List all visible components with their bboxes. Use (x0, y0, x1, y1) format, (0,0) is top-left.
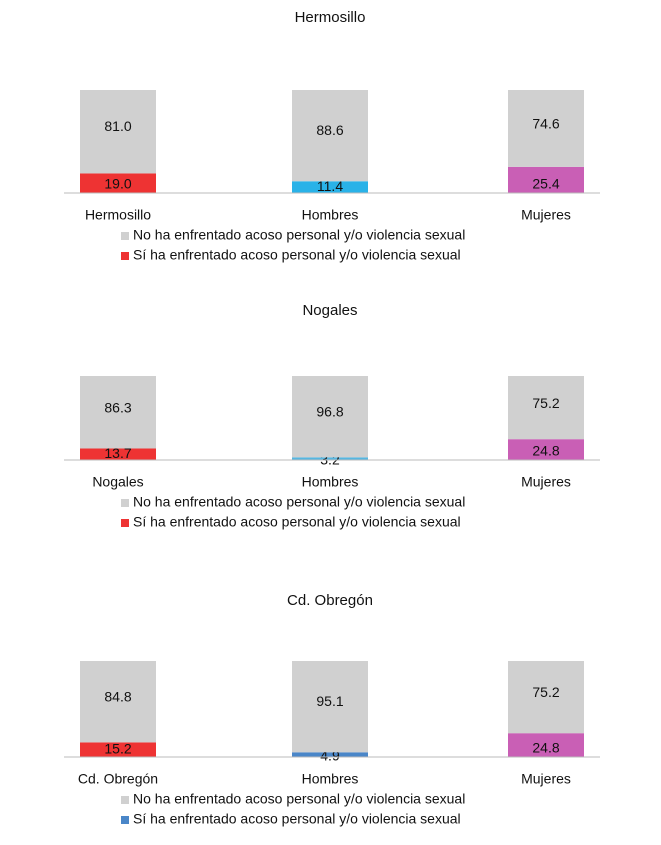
legend-swatch (121, 499, 129, 507)
legend-swatch (121, 796, 129, 804)
data-label: 11.4 (317, 178, 343, 194)
bar-segment (508, 733, 584, 757)
legend-label: No ha enfrentado acoso personal y/o viol… (133, 791, 465, 807)
data-label: 81.0 (104, 118, 131, 134)
bar-segment (508, 90, 584, 167)
bar-segment (292, 90, 368, 182)
data-label: 88.6 (316, 122, 343, 138)
data-label: 24.8 (532, 740, 559, 756)
x-tick-label: Hombres (302, 771, 359, 787)
data-label: 96.8 (316, 403, 343, 419)
bar-segment (508, 376, 584, 440)
legend-label: No ha enfrentado acoso personal y/o viol… (133, 494, 465, 510)
bar-segment (508, 166, 584, 193)
data-label: 24.8 (532, 443, 559, 459)
bar-segment (292, 457, 368, 460)
data-label: 74.6 (532, 115, 559, 131)
bar-segment (292, 181, 368, 193)
bar-segment (508, 439, 584, 460)
data-label: 86.3 (104, 399, 131, 415)
x-tick-label: Mujeres (521, 207, 571, 223)
data-label: 15.2 (104, 740, 131, 756)
legend-label: No ha enfrentado acoso personal y/o viol… (133, 227, 465, 243)
bar-segment (80, 448, 156, 460)
data-label: 75.2 (532, 395, 559, 411)
bar-segment (80, 376, 156, 449)
bar-segment (80, 661, 156, 743)
x-tick-label: Mujeres (521, 474, 571, 490)
bar-segment (292, 376, 368, 458)
bar-segment (292, 752, 368, 757)
x-tick-label: Cd. Obregón (78, 771, 158, 787)
x-tick-label: Hombres (302, 474, 359, 490)
legend-label: Sí ha enfrentado acoso personal y/o viol… (133, 247, 461, 263)
x-tick-label: Hermosillo (85, 207, 151, 223)
legend-swatch (121, 816, 129, 824)
legend-label: Sí ha enfrentado acoso personal y/o viol… (133, 514, 461, 530)
data-label: 95.1 (316, 693, 343, 709)
chart-title: Cd. Obregón (287, 592, 373, 609)
data-label: 19.0 (104, 176, 131, 192)
data-label: 75.2 (532, 684, 559, 700)
data-label: 13.7 (104, 445, 131, 461)
data-label: 84.8 (104, 688, 131, 704)
bar-segment (508, 661, 584, 734)
data-label: 25.4 (532, 176, 559, 192)
bar-segment (80, 90, 156, 174)
x-tick-label: Mujeres (521, 771, 571, 787)
bar-segment (80, 173, 156, 193)
x-tick-label: Hombres (302, 207, 359, 223)
chart-title: Hermosillo (295, 9, 366, 26)
bar-segment (80, 742, 156, 757)
legend-swatch (121, 232, 129, 240)
x-tick-label: Nogales (92, 474, 143, 490)
legend-swatch (121, 519, 129, 527)
chart-title: Nogales (302, 302, 357, 319)
legend-swatch (121, 252, 129, 260)
bar-segment (292, 661, 368, 753)
legend-label: Sí ha enfrentado acoso personal y/o viol… (133, 811, 461, 827)
